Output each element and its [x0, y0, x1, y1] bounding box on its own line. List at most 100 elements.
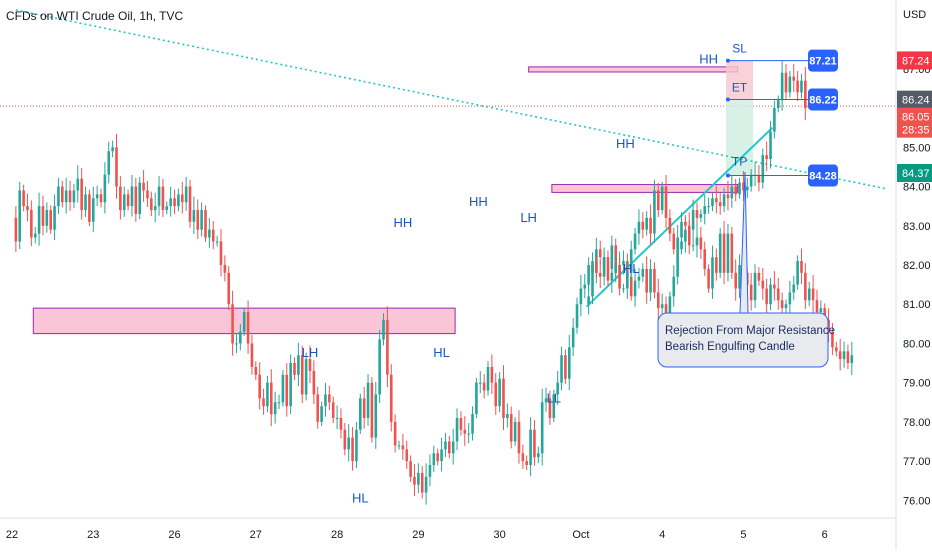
candle-body — [463, 429, 467, 434]
candle-body — [552, 394, 556, 418]
candle — [273, 391, 277, 424]
candle-body — [668, 296, 672, 316]
candle-body — [413, 476, 416, 485]
candle-body — [718, 202, 722, 207]
candle-body — [308, 359, 312, 371]
candle-body — [478, 382, 482, 384]
candle-body — [455, 417, 459, 442]
annotation-callout[interactable]: Rejection From Major Resistance Bearish … — [657, 312, 835, 368]
candle-body — [502, 378, 505, 418]
resistance-diagonal-line[interactable] — [15, 9, 887, 190]
candle — [660, 181, 664, 215]
candle — [641, 263, 645, 282]
candle — [289, 354, 292, 414]
support-trend-line[interactable] — [586, 126, 774, 308]
candle — [672, 265, 676, 307]
candle — [192, 196, 196, 235]
candle — [300, 345, 304, 404]
candle-body — [355, 429, 358, 462]
candle-body — [804, 80, 807, 109]
candle — [53, 194, 56, 241]
candle-body — [420, 472, 424, 493]
candle-body — [761, 155, 765, 183]
candle-body — [757, 272, 761, 281]
candle — [571, 318, 575, 357]
candle — [463, 416, 467, 446]
candle — [796, 70, 799, 102]
y-tick-label: 76.00 — [903, 495, 931, 507]
candle — [362, 386, 366, 429]
structure-label: LL — [547, 390, 561, 405]
candle-body — [622, 261, 625, 265]
price-tag-et[interactable] — [808, 88, 838, 111]
candle — [757, 267, 761, 286]
candle — [502, 365, 505, 431]
resistance-zone[interactable] — [551, 184, 739, 193]
candle — [177, 188, 180, 212]
candle-body — [633, 280, 637, 297]
candle — [130, 174, 134, 217]
candle-body — [691, 210, 695, 230]
candle — [328, 385, 331, 411]
candle-body — [641, 221, 645, 230]
candle — [633, 227, 637, 255]
candle-body — [506, 414, 509, 418]
candle — [850, 341, 854, 376]
candle-body — [792, 284, 796, 293]
candle — [138, 176, 142, 220]
candle-body — [668, 217, 672, 234]
trade-dot — [725, 173, 730, 178]
candle — [420, 466, 424, 499]
candle-body — [49, 210, 52, 230]
candle — [378, 329, 381, 404]
candle-body — [691, 245, 695, 247]
candle — [150, 191, 153, 217]
candle-body — [583, 284, 587, 289]
candle — [165, 201, 169, 215]
candle — [184, 176, 188, 211]
candle — [386, 306, 389, 387]
candle — [645, 256, 648, 304]
candle-body — [660, 186, 664, 211]
candle-body — [107, 151, 111, 175]
candle-body — [289, 363, 292, 407]
y-tick-label: 80.00 — [903, 338, 931, 350]
price-tag-tp[interactable] — [808, 164, 838, 187]
candle — [707, 264, 710, 293]
axis-tag-countdown: 28:35 — [902, 125, 930, 137]
candle-body — [684, 221, 687, 226]
candle-body — [695, 210, 699, 218]
candle-body — [649, 217, 652, 234]
candle-body — [838, 351, 842, 360]
candle — [796, 255, 799, 290]
candle-body — [22, 190, 25, 207]
resistance-zone[interactable] — [528, 66, 739, 73]
candle-body — [64, 190, 68, 203]
stop-loss-box[interactable] — [726, 60, 754, 100]
callout-line-2: Bearish Engulfing Candle — [665, 341, 795, 353]
candle-body — [223, 264, 227, 273]
take-profit-box[interactable] — [726, 99, 754, 176]
candle — [722, 221, 726, 285]
candle — [157, 175, 161, 216]
candle — [525, 455, 529, 471]
price-tag-sl[interactable] — [808, 49, 838, 72]
candle-body — [711, 257, 714, 289]
candle-body — [831, 331, 834, 348]
candle — [436, 448, 439, 466]
axis-tag-tp — [897, 164, 932, 183]
candle — [293, 357, 296, 380]
candle — [219, 228, 223, 277]
candle-body — [331, 402, 335, 418]
candle-body — [730, 233, 734, 273]
candle-body — [715, 257, 718, 273]
candle-body — [509, 414, 513, 442]
candle-body — [564, 355, 567, 379]
candle-body — [26, 206, 29, 211]
candle — [80, 168, 83, 220]
candle-body — [45, 210, 49, 226]
candle-body — [610, 272, 614, 281]
candle — [482, 374, 486, 399]
candle-body — [672, 276, 676, 297]
